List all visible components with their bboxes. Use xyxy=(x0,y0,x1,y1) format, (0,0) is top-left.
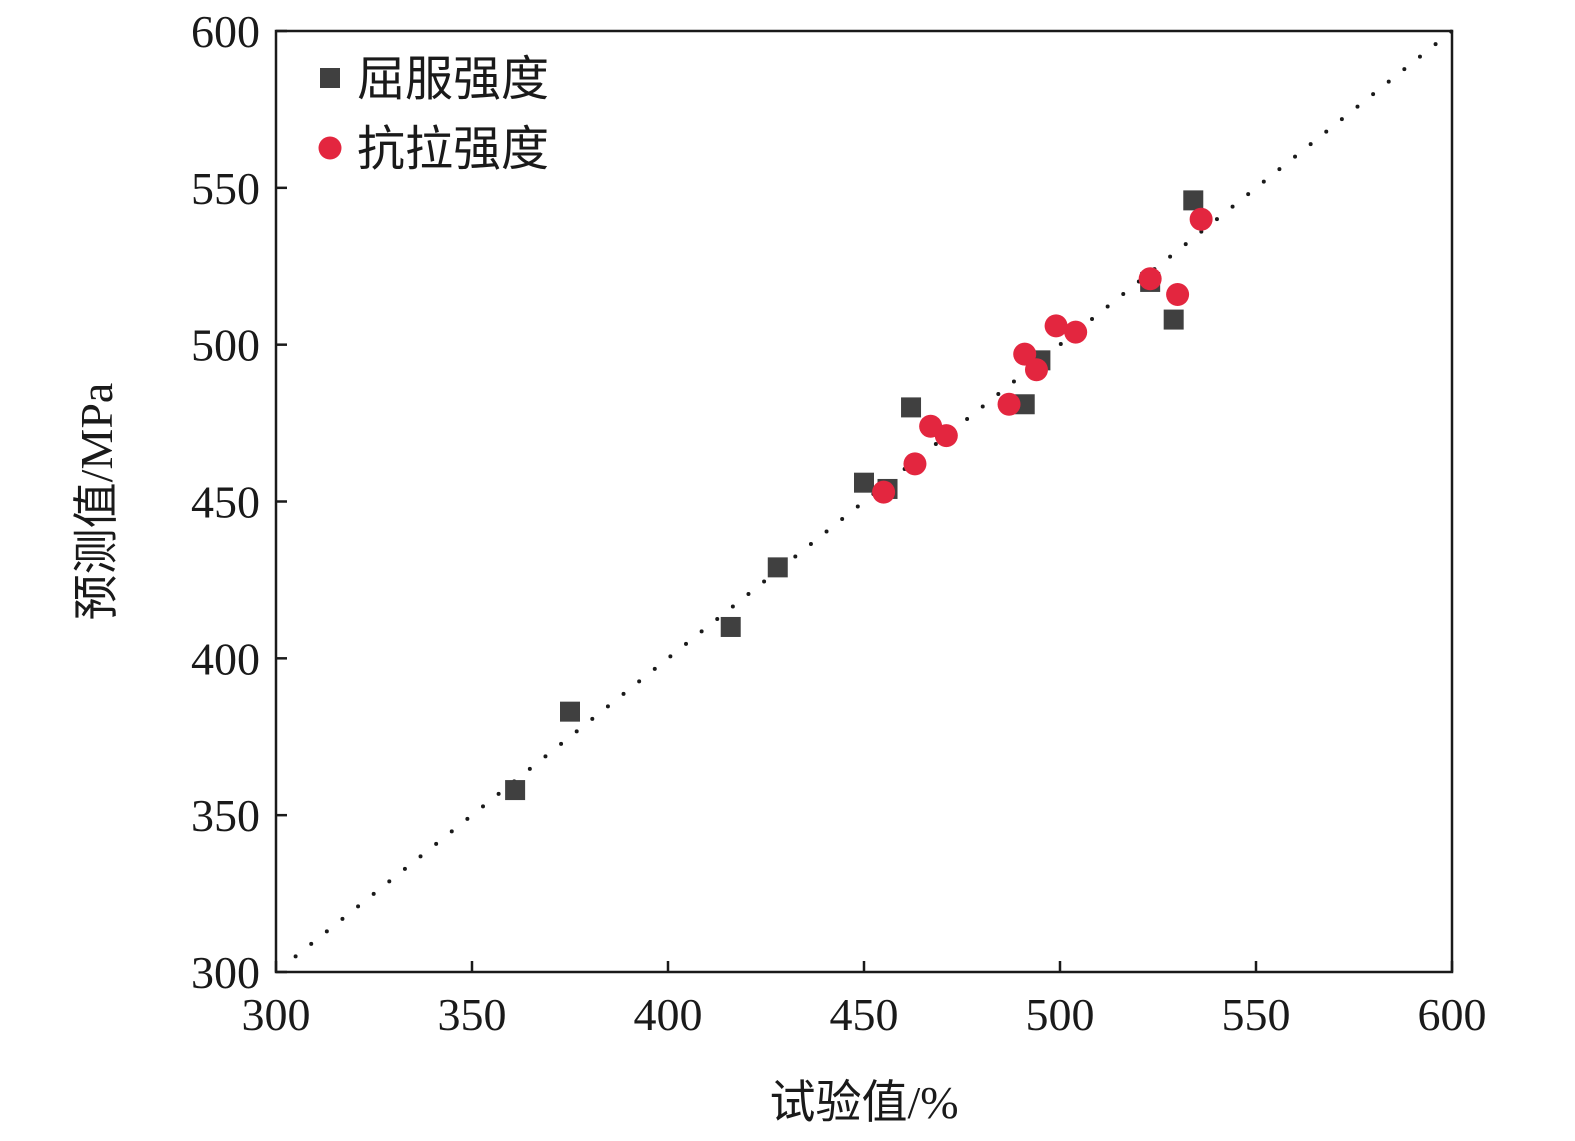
legend-marker-circle xyxy=(318,136,342,160)
x-tick-label: 400 xyxy=(634,989,703,1040)
tensile-strength-point xyxy=(1166,282,1190,306)
y-tick-label: 450 xyxy=(191,477,260,528)
tensile-strength-point xyxy=(1138,267,1162,291)
data-points-layer xyxy=(505,190,1213,801)
yield-strength-point xyxy=(560,701,580,722)
y-tick-label: 350 xyxy=(191,790,260,841)
tensile-strength-point xyxy=(872,480,896,504)
y-tick-label: 550 xyxy=(191,163,260,214)
x-tick-label: 600 xyxy=(1418,989,1487,1040)
legend-label: 屈服强度 xyxy=(357,53,549,106)
yield-strength-point xyxy=(720,616,741,637)
x-tick-label: 550 xyxy=(1222,989,1291,1040)
x-tick-label: 350 xyxy=(438,989,507,1040)
y-tick-label: 300 xyxy=(191,947,260,998)
x-tick-label: 500 xyxy=(1026,989,1095,1040)
yield-strength-point xyxy=(901,397,922,418)
yield-strength-point xyxy=(767,557,788,578)
tensile-strength-point xyxy=(1044,314,1068,338)
yield-strength-point xyxy=(505,780,526,801)
tensile-strength-point xyxy=(1064,320,1088,344)
y-tick-label: 400 xyxy=(191,633,260,684)
tensile-strength-point xyxy=(1013,342,1037,366)
tensile-strength-point xyxy=(1024,358,1048,382)
tensile-strength-point xyxy=(903,452,927,476)
x-tick-label: 450 xyxy=(830,989,899,1040)
y-tick-label: 600 xyxy=(191,6,260,57)
yield-strength-point xyxy=(1163,309,1184,330)
y-axis-label: 预测值/MPa xyxy=(71,383,122,621)
tensile-strength-point xyxy=(997,392,1021,416)
tensile-strength-point xyxy=(1189,207,1213,231)
yield-strength-point xyxy=(854,472,874,493)
axis-ticks-layer: 300 350 400 450 500 550 600 300 350 400 450 500 550 6… xyxy=(191,6,1487,1040)
x-tick-label: 300 xyxy=(242,989,311,1040)
yield-strength-point xyxy=(1183,190,1204,211)
tensile-strength-point xyxy=(934,424,958,448)
x-axis-label: 试验值/% xyxy=(769,1077,958,1128)
y-tick-label: 500 xyxy=(191,320,260,371)
legend-label: 抗拉强度 xyxy=(357,123,549,176)
legend-marker-square xyxy=(320,68,340,88)
yield-strength-point xyxy=(1014,394,1035,415)
